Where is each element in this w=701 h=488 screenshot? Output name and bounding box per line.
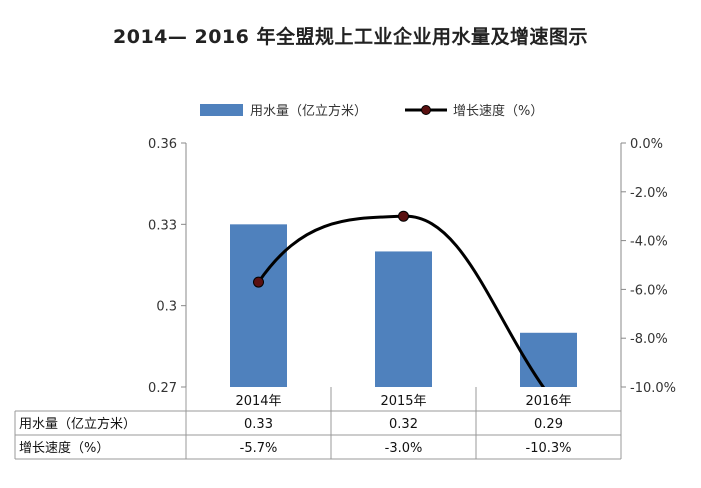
category-label: 2014年: [235, 394, 281, 409]
bar-1: [375, 251, 432, 387]
bar-2: [520, 332, 577, 387]
left-tick-label: 0.36: [148, 137, 177, 152]
growth-point-1: [398, 210, 409, 222]
right-tick-label: -2.0%: [630, 186, 668, 201]
table-row-header: 增长速度（%）: [19, 440, 109, 456]
legend-swatch-bar: [200, 104, 243, 116]
legend-label-line: 增长速度（%）: [453, 103, 543, 119]
legend-label-bar: 用水量（亿立方米）: [250, 103, 367, 119]
chart-title: 2014— 2016 年全盟规上工业企业用水量及增速图示: [113, 26, 588, 48]
bar-0: [230, 224, 287, 387]
table-cell-usage: 0.33: [244, 417, 273, 432]
right-tick-label: 0.0%: [630, 137, 663, 152]
table-cell-usage: 0.29: [534, 417, 563, 432]
category-label: 2016年: [525, 394, 571, 409]
right-tick-label: -6.0%: [630, 283, 668, 298]
left-tick-label: 0.33: [148, 218, 177, 233]
category-label: 2015年: [380, 394, 426, 409]
table-cell-growth: -5.7%: [240, 441, 278, 456]
left-tick-label: 0.27: [148, 381, 177, 396]
left-tick-label: 0.3: [156, 300, 177, 315]
table-cell-growth: -10.3%: [526, 441, 572, 456]
right-tick-label: -10.0%: [630, 381, 676, 396]
table-cell-growth: -3.0%: [385, 441, 423, 456]
growth-point-0: [253, 276, 264, 288]
right-tick-label: -4.0%: [630, 235, 668, 250]
legend-marker: [421, 105, 431, 115]
table-row-header: 用水量（亿立方米）: [19, 416, 136, 432]
right-tick-label: -8.0%: [630, 332, 668, 347]
table-cell-usage: 0.32: [389, 417, 418, 432]
